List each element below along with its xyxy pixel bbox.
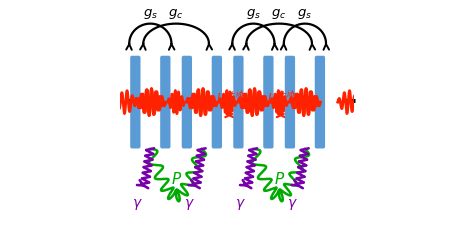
Text: $\gamma$: $\gamma$ (235, 197, 246, 212)
FancyBboxPatch shape (233, 56, 244, 148)
Text: $g_s$: $g_s$ (297, 7, 312, 21)
Text: $P$: $P$ (273, 171, 285, 187)
Text: $g_c$: $g_c$ (168, 7, 184, 21)
Text: $\gamma$: $\gamma$ (287, 197, 298, 212)
Text: $Je^{\pm i\phi}$: $Je^{\pm i\phi}$ (215, 89, 244, 108)
Text: $g_c$: $g_c$ (272, 7, 287, 21)
Text: $\gamma$: $\gamma$ (132, 197, 143, 212)
Text: $\gamma$: $\gamma$ (183, 197, 194, 212)
FancyBboxPatch shape (315, 56, 325, 148)
FancyBboxPatch shape (130, 56, 140, 148)
Text: $Je^{\pm i\phi}$: $Je^{\pm i\phi}$ (266, 89, 296, 108)
FancyBboxPatch shape (285, 56, 295, 148)
Text: ···: ··· (118, 92, 141, 112)
Text: $P$: $P$ (171, 171, 182, 187)
Text: $g_s$: $g_s$ (246, 7, 261, 21)
FancyBboxPatch shape (212, 56, 222, 148)
Text: $g_s$: $g_s$ (143, 7, 158, 21)
FancyBboxPatch shape (160, 56, 171, 148)
FancyBboxPatch shape (182, 56, 192, 148)
Text: ···: ··· (335, 92, 359, 112)
FancyBboxPatch shape (263, 56, 273, 148)
